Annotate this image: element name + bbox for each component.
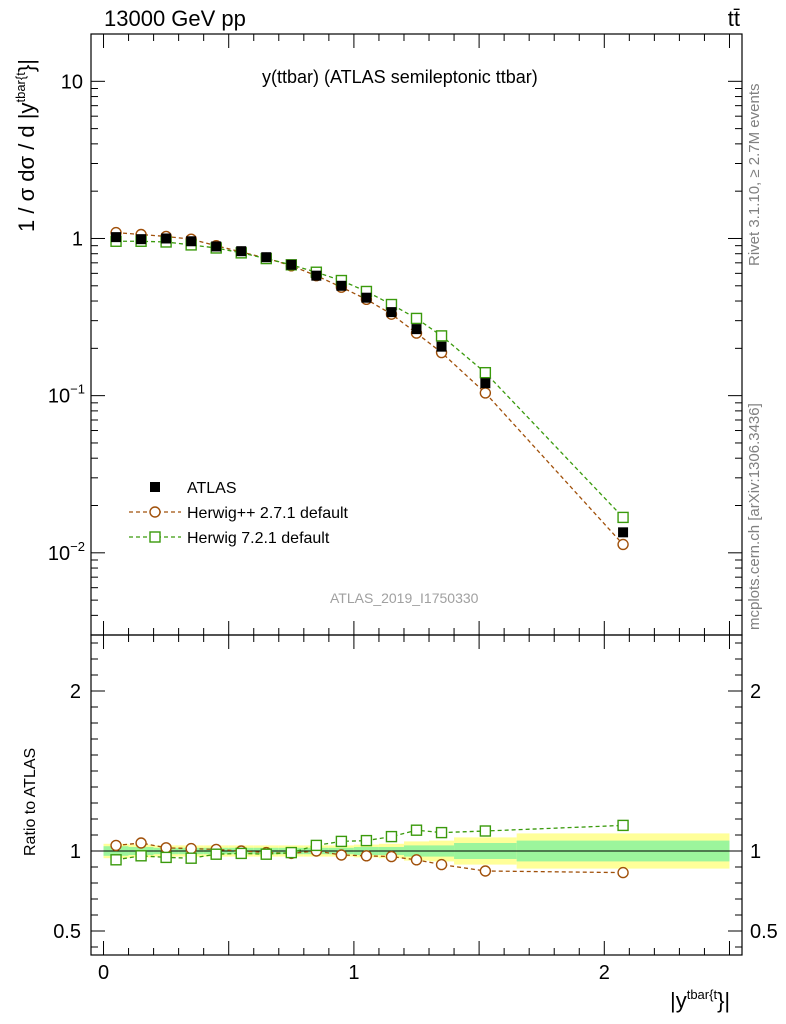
legend-herwigpp-marker bbox=[149, 506, 161, 518]
main-atlas-point-3 bbox=[186, 236, 197, 247]
main-y-axis-label-superscript: tbar{t bbox=[13, 72, 28, 103]
ratio-herwig7-point-10 bbox=[360, 834, 373, 847]
ratio-herwigpp-point-3 bbox=[185, 842, 197, 855]
main-y-tick-label-exponent-3: −2 bbox=[70, 539, 85, 554]
main-atlas-point-9 bbox=[336, 280, 347, 291]
main-herwig7-line bbox=[116, 240, 624, 518]
ratio-herwigpp-point-15 bbox=[617, 866, 629, 879]
main-atlas-point-14 bbox=[480, 378, 491, 389]
main-y-tick-label-0: 10 bbox=[61, 71, 83, 93]
x-axis-label-main: |y bbox=[670, 988, 687, 1013]
main-y-tick-label-1: 1 bbox=[72, 228, 83, 250]
ratio-herwigpp-point-1 bbox=[135, 837, 147, 849]
ratio-herwig7-point-12 bbox=[410, 824, 423, 836]
ratio-herwig7-point-5 bbox=[235, 847, 247, 860]
main-herwig7-point-14 bbox=[479, 366, 492, 379]
main-atlas-point-11 bbox=[386, 307, 397, 318]
ratio-herwigpp-point-12 bbox=[410, 854, 423, 866]
ratio-y-axis-label: Ratio to ATLAS bbox=[22, 747, 39, 856]
ratio-herwig7-point-7 bbox=[285, 846, 298, 859]
legend-label-1: Herwig++ 2.7.1 default bbox=[187, 505, 349, 522]
ratio-herwigpp-point-10 bbox=[360, 850, 373, 862]
ratio-plot-frame bbox=[90, 634, 743, 956]
main-atlas-point-6 bbox=[261, 252, 272, 263]
ratio-herwig7-point-6 bbox=[260, 848, 272, 860]
x-tick-label-0: 0 bbox=[98, 962, 109, 984]
main-y-axis-label-main: 1 / σ dσ / d |y bbox=[14, 102, 39, 232]
main-herwig7-point-13 bbox=[435, 330, 448, 342]
ratio-herwig7-point-3 bbox=[185, 852, 197, 864]
ratio-herwigpp-line bbox=[115, 842, 624, 874]
main-herwig7-point-12 bbox=[410, 312, 423, 325]
x-axis-label: |ytbar{t}| bbox=[670, 987, 731, 1014]
x-axis-label-superscript: tbar{t bbox=[686, 987, 718, 1002]
legend-herwig7-marker bbox=[149, 531, 161, 543]
ratio-herwig7-point-14 bbox=[479, 825, 492, 837]
main-atlas-point-15 bbox=[618, 527, 629, 538]
main-atlas-point-1 bbox=[136, 234, 147, 245]
ratio-y-tick-label-left-1: 1 bbox=[70, 841, 81, 863]
main-atlas-point-7 bbox=[286, 259, 297, 270]
main-y-tick-label-exponent-2: −1 bbox=[70, 382, 85, 397]
ratio-herwig7-point-8 bbox=[310, 839, 323, 852]
ratio-herwig7-point-1 bbox=[135, 850, 147, 862]
x-axis-label-tail: }| bbox=[717, 988, 731, 1013]
ratio-herwigpp-point-14 bbox=[479, 865, 492, 877]
ratio-herwig7-point-13 bbox=[435, 826, 448, 839]
ratio-y-tick-label-left-0: 2 bbox=[70, 681, 81, 703]
x-tick-label-1: 1 bbox=[348, 962, 359, 984]
ratio-y-tick-label-right-0: 2 bbox=[750, 681, 761, 703]
main-atlas-point-8 bbox=[311, 270, 322, 281]
main-herwigpp-line bbox=[115, 231, 624, 545]
ratio-herwig7-point-11 bbox=[385, 830, 398, 843]
legend-label-0: ATLAS bbox=[187, 480, 237, 497]
main-atlas-point-4 bbox=[211, 241, 222, 252]
main-y-axis-label: 1 / σ dσ / d |ytbar{t}| bbox=[13, 59, 40, 232]
main-y-tick-label-2: 10−1 bbox=[48, 382, 85, 408]
ratio-herwigpp-point-9 bbox=[335, 849, 348, 861]
ratio-herwig7-line bbox=[115, 824, 624, 861]
main-y-axis-label-tail: }| bbox=[14, 59, 39, 73]
main-herwigpp-point-15 bbox=[617, 538, 629, 551]
process-label: tt̄ bbox=[727, 6, 740, 31]
main-y-tick-label-3: 10−2 bbox=[48, 539, 85, 565]
ratio-herwig7-point-15 bbox=[617, 819, 629, 832]
ratio-y-tick-label-right-2: 0.5 bbox=[750, 921, 778, 943]
ratio-herwig7-point-9 bbox=[335, 835, 348, 848]
ratio-herwig7-point-4 bbox=[210, 848, 222, 860]
data-series bbox=[110, 226, 629, 879]
axis-ticks bbox=[91, 33, 742, 955]
legend: ATLAS Herwig++ 2.7.1 default Herwig 7.2.1 … bbox=[129, 480, 349, 547]
main-y-tick-label-base-3: 10 bbox=[48, 543, 70, 565]
plot-frames bbox=[90, 33, 743, 956]
ratio-herwigpp-point-11 bbox=[385, 850, 398, 863]
main-atlas-point-12 bbox=[411, 324, 422, 335]
ratio-herwigpp-point-2 bbox=[160, 842, 172, 854]
mcplots-reference-label: mcplots.cern.ch [arXiv:1306.3436] bbox=[746, 403, 763, 630]
collision-energy-label: 13000 GeV pp bbox=[104, 6, 246, 31]
legend-atlas-marker bbox=[150, 482, 160, 492]
ratio-y-tick-label-right-1: 1 bbox=[750, 841, 761, 863]
main-atlas-point-2 bbox=[161, 233, 172, 244]
ratio-herwigpp-point-0 bbox=[110, 839, 122, 852]
main-atlas-point-5 bbox=[236, 246, 247, 257]
legend-label-2: Herwig 7.2.1 default bbox=[187, 530, 330, 547]
ratio-herwig7-point-0 bbox=[110, 854, 122, 866]
analysis-watermark: ATLAS_2019_I1750330 bbox=[330, 590, 479, 606]
ratio-herwig7-point-2 bbox=[160, 851, 172, 864]
main-herwigpp-point-14 bbox=[479, 387, 492, 399]
main-herwig7-point-15 bbox=[617, 511, 629, 524]
ratio-herwigpp-point-13 bbox=[435, 858, 448, 871]
x-tick-label-2: 2 bbox=[599, 962, 610, 984]
rivet-version-label: Rivet 3.1.10, ≥ 2.7M events bbox=[746, 83, 763, 267]
main-y-tick-label-base-2: 10 bbox=[48, 386, 70, 408]
main-atlas-point-10 bbox=[361, 292, 372, 303]
main-atlas-point-0 bbox=[111, 232, 122, 243]
main-atlas-point-13 bbox=[436, 341, 447, 352]
ratio-y-tick-label-left-2: 0.5 bbox=[53, 921, 81, 943]
plot-title: y(ttbar) (ATLAS semileptonic ttbar) bbox=[262, 67, 538, 87]
